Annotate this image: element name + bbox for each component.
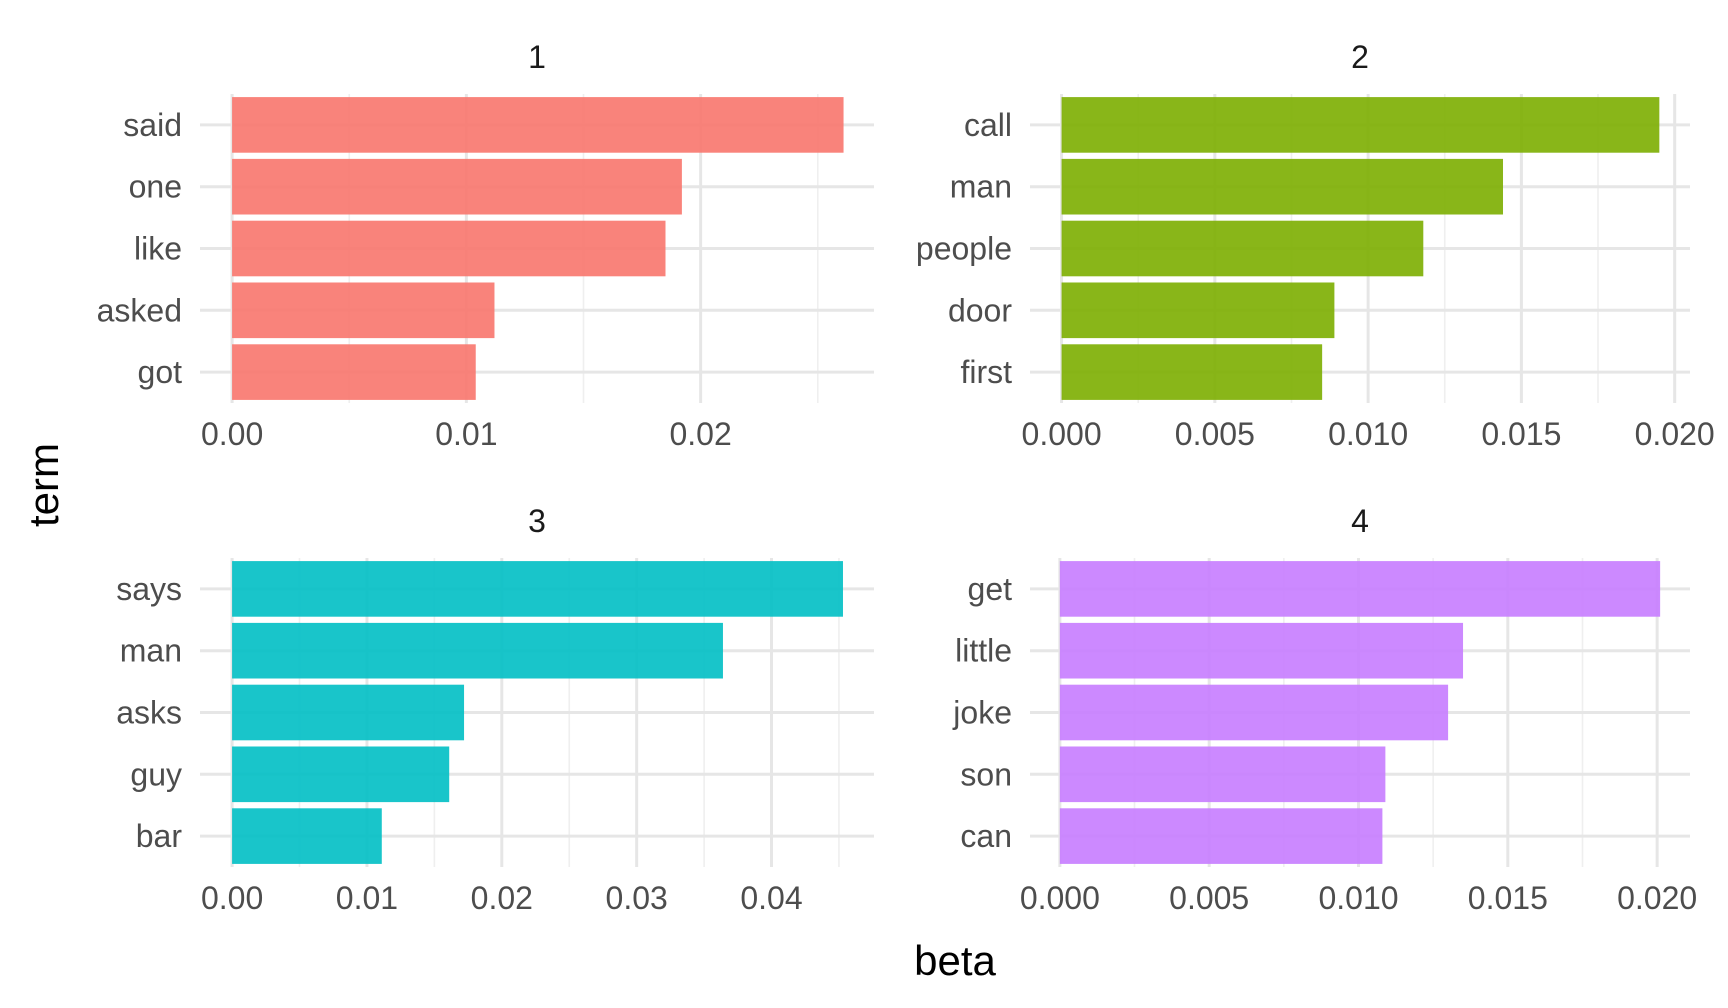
y-tick-label: one — [129, 169, 182, 205]
bar-can — [1059, 808, 1383, 864]
y-tick-label: joke — [952, 695, 1012, 731]
bar-first — [1061, 344, 1323, 400]
y-tick-label: door — [948, 292, 1012, 328]
y-tick-label: first — [960, 354, 1012, 390]
x-tick-label: 0.015 — [1468, 880, 1548, 916]
facet-title: 2 — [1351, 39, 1369, 75]
bar-bar — [232, 808, 382, 864]
bar-man — [232, 622, 723, 679]
y-tick-label: bar — [136, 818, 183, 854]
x-axis-title: beta — [914, 937, 996, 984]
bar-joke — [1059, 684, 1449, 741]
y-tick-label: guy — [130, 756, 182, 792]
y-tick-label: says — [116, 571, 182, 607]
x-tick-label: 0.02 — [669, 416, 731, 452]
x-tick-label: 0.005 — [1169, 880, 1249, 916]
y-tick-label: said — [123, 107, 182, 143]
bar-little — [1059, 622, 1464, 679]
bar-says — [232, 561, 843, 617]
bar-people — [1061, 220, 1424, 277]
y-tick-label: son — [960, 756, 1012, 792]
facet-title: 4 — [1351, 503, 1369, 539]
y-tick-label: got — [138, 354, 183, 390]
x-tick-label: 0.000 — [1020, 880, 1100, 916]
bar-one — [232, 158, 682, 215]
x-tick-label: 0.02 — [471, 880, 533, 916]
x-tick-label: 0.04 — [740, 880, 802, 916]
x-tick-label: 0.000 — [1022, 416, 1102, 452]
bar-man — [1061, 158, 1504, 215]
y-tick-label: little — [955, 633, 1012, 669]
y-tick-label: get — [968, 571, 1013, 607]
x-tick-label: 0.00 — [201, 880, 263, 916]
facet-title: 1 — [528, 39, 546, 75]
x-tick-label: 0.00 — [201, 416, 263, 452]
facet-title: 3 — [528, 503, 546, 539]
x-tick-label: 0.015 — [1481, 416, 1561, 452]
y-tick-label: like — [134, 231, 182, 267]
y-tick-label: man — [120, 633, 182, 669]
x-tick-label: 0.01 — [435, 416, 497, 452]
bar-son — [1059, 746, 1386, 803]
y-tick-label: can — [960, 818, 1012, 854]
bar-asks — [232, 684, 465, 741]
x-tick-label: 0.03 — [606, 880, 668, 916]
x-tick-label: 0.01 — [336, 880, 398, 916]
chart-panels: said one like asked got 0.00 0.01 0.02 1 call man p… — [97, 39, 1715, 916]
panel-1: said one like asked got 0.00 0.01 0.02 1 — [97, 39, 874, 452]
y-tick-label: asks — [116, 695, 182, 731]
bar-like — [232, 220, 666, 277]
x-tick-label: 0.010 — [1318, 880, 1398, 916]
bar-get — [1059, 561, 1661, 617]
bar-door — [1061, 282, 1335, 339]
bar-got — [232, 344, 476, 400]
x-tick-label: 0.020 — [1635, 416, 1715, 452]
bar-call — [1061, 97, 1660, 153]
y-tick-label: people — [916, 231, 1012, 267]
y-axis-title: term — [20, 443, 67, 527]
y-tick-label: man — [950, 169, 1012, 205]
bar-said — [232, 97, 844, 153]
x-tick-label: 0.020 — [1617, 880, 1697, 916]
bar-asked — [232, 282, 495, 339]
x-tick-label: 0.010 — [1328, 416, 1408, 452]
y-tick-label: asked — [97, 292, 182, 328]
bar-guy — [232, 746, 450, 803]
panel-3: says man asks guy bar 0.00 0.01 0.02 0.03 0.04 3 — [116, 503, 874, 916]
panel-2: call man people door first 0.000 0.005 0.010 0.0… — [916, 39, 1715, 452]
y-tick-label: call — [964, 107, 1012, 143]
x-tick-label: 0.005 — [1175, 416, 1255, 452]
